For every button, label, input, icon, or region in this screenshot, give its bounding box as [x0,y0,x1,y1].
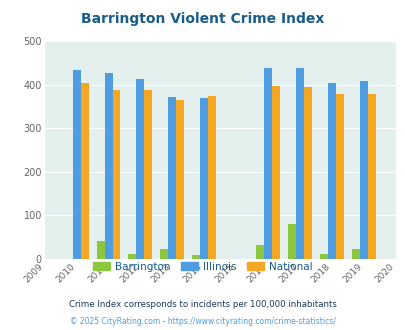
Bar [104,73,112,259]
Bar [288,224,295,259]
Bar [176,100,184,259]
Bar [335,93,343,259]
Bar [351,248,359,259]
Bar [359,81,367,259]
Bar [256,245,264,259]
Bar [80,82,88,259]
Bar [168,97,176,259]
Legend: Barrington, Illinois, National: Barrington, Illinois, National [89,258,316,276]
Bar [327,82,335,259]
Bar [271,86,279,259]
Bar [208,96,216,259]
Bar [96,241,104,259]
Bar [112,90,120,259]
Bar [136,79,144,259]
Bar [128,254,136,259]
Bar [303,87,311,259]
Bar [319,254,327,259]
Bar [295,68,303,259]
Text: © 2025 CityRating.com - https://www.cityrating.com/crime-statistics/: © 2025 CityRating.com - https://www.city… [70,317,335,326]
Bar [160,249,168,259]
Text: Crime Index corresponds to incidents per 100,000 inhabitants: Crime Index corresponds to incidents per… [69,300,336,309]
Bar [192,255,200,259]
Bar [264,68,271,259]
Bar [72,70,80,259]
Text: Barrington Violent Crime Index: Barrington Violent Crime Index [81,12,324,25]
Bar [144,90,152,259]
Bar [200,98,208,259]
Bar [367,94,375,259]
